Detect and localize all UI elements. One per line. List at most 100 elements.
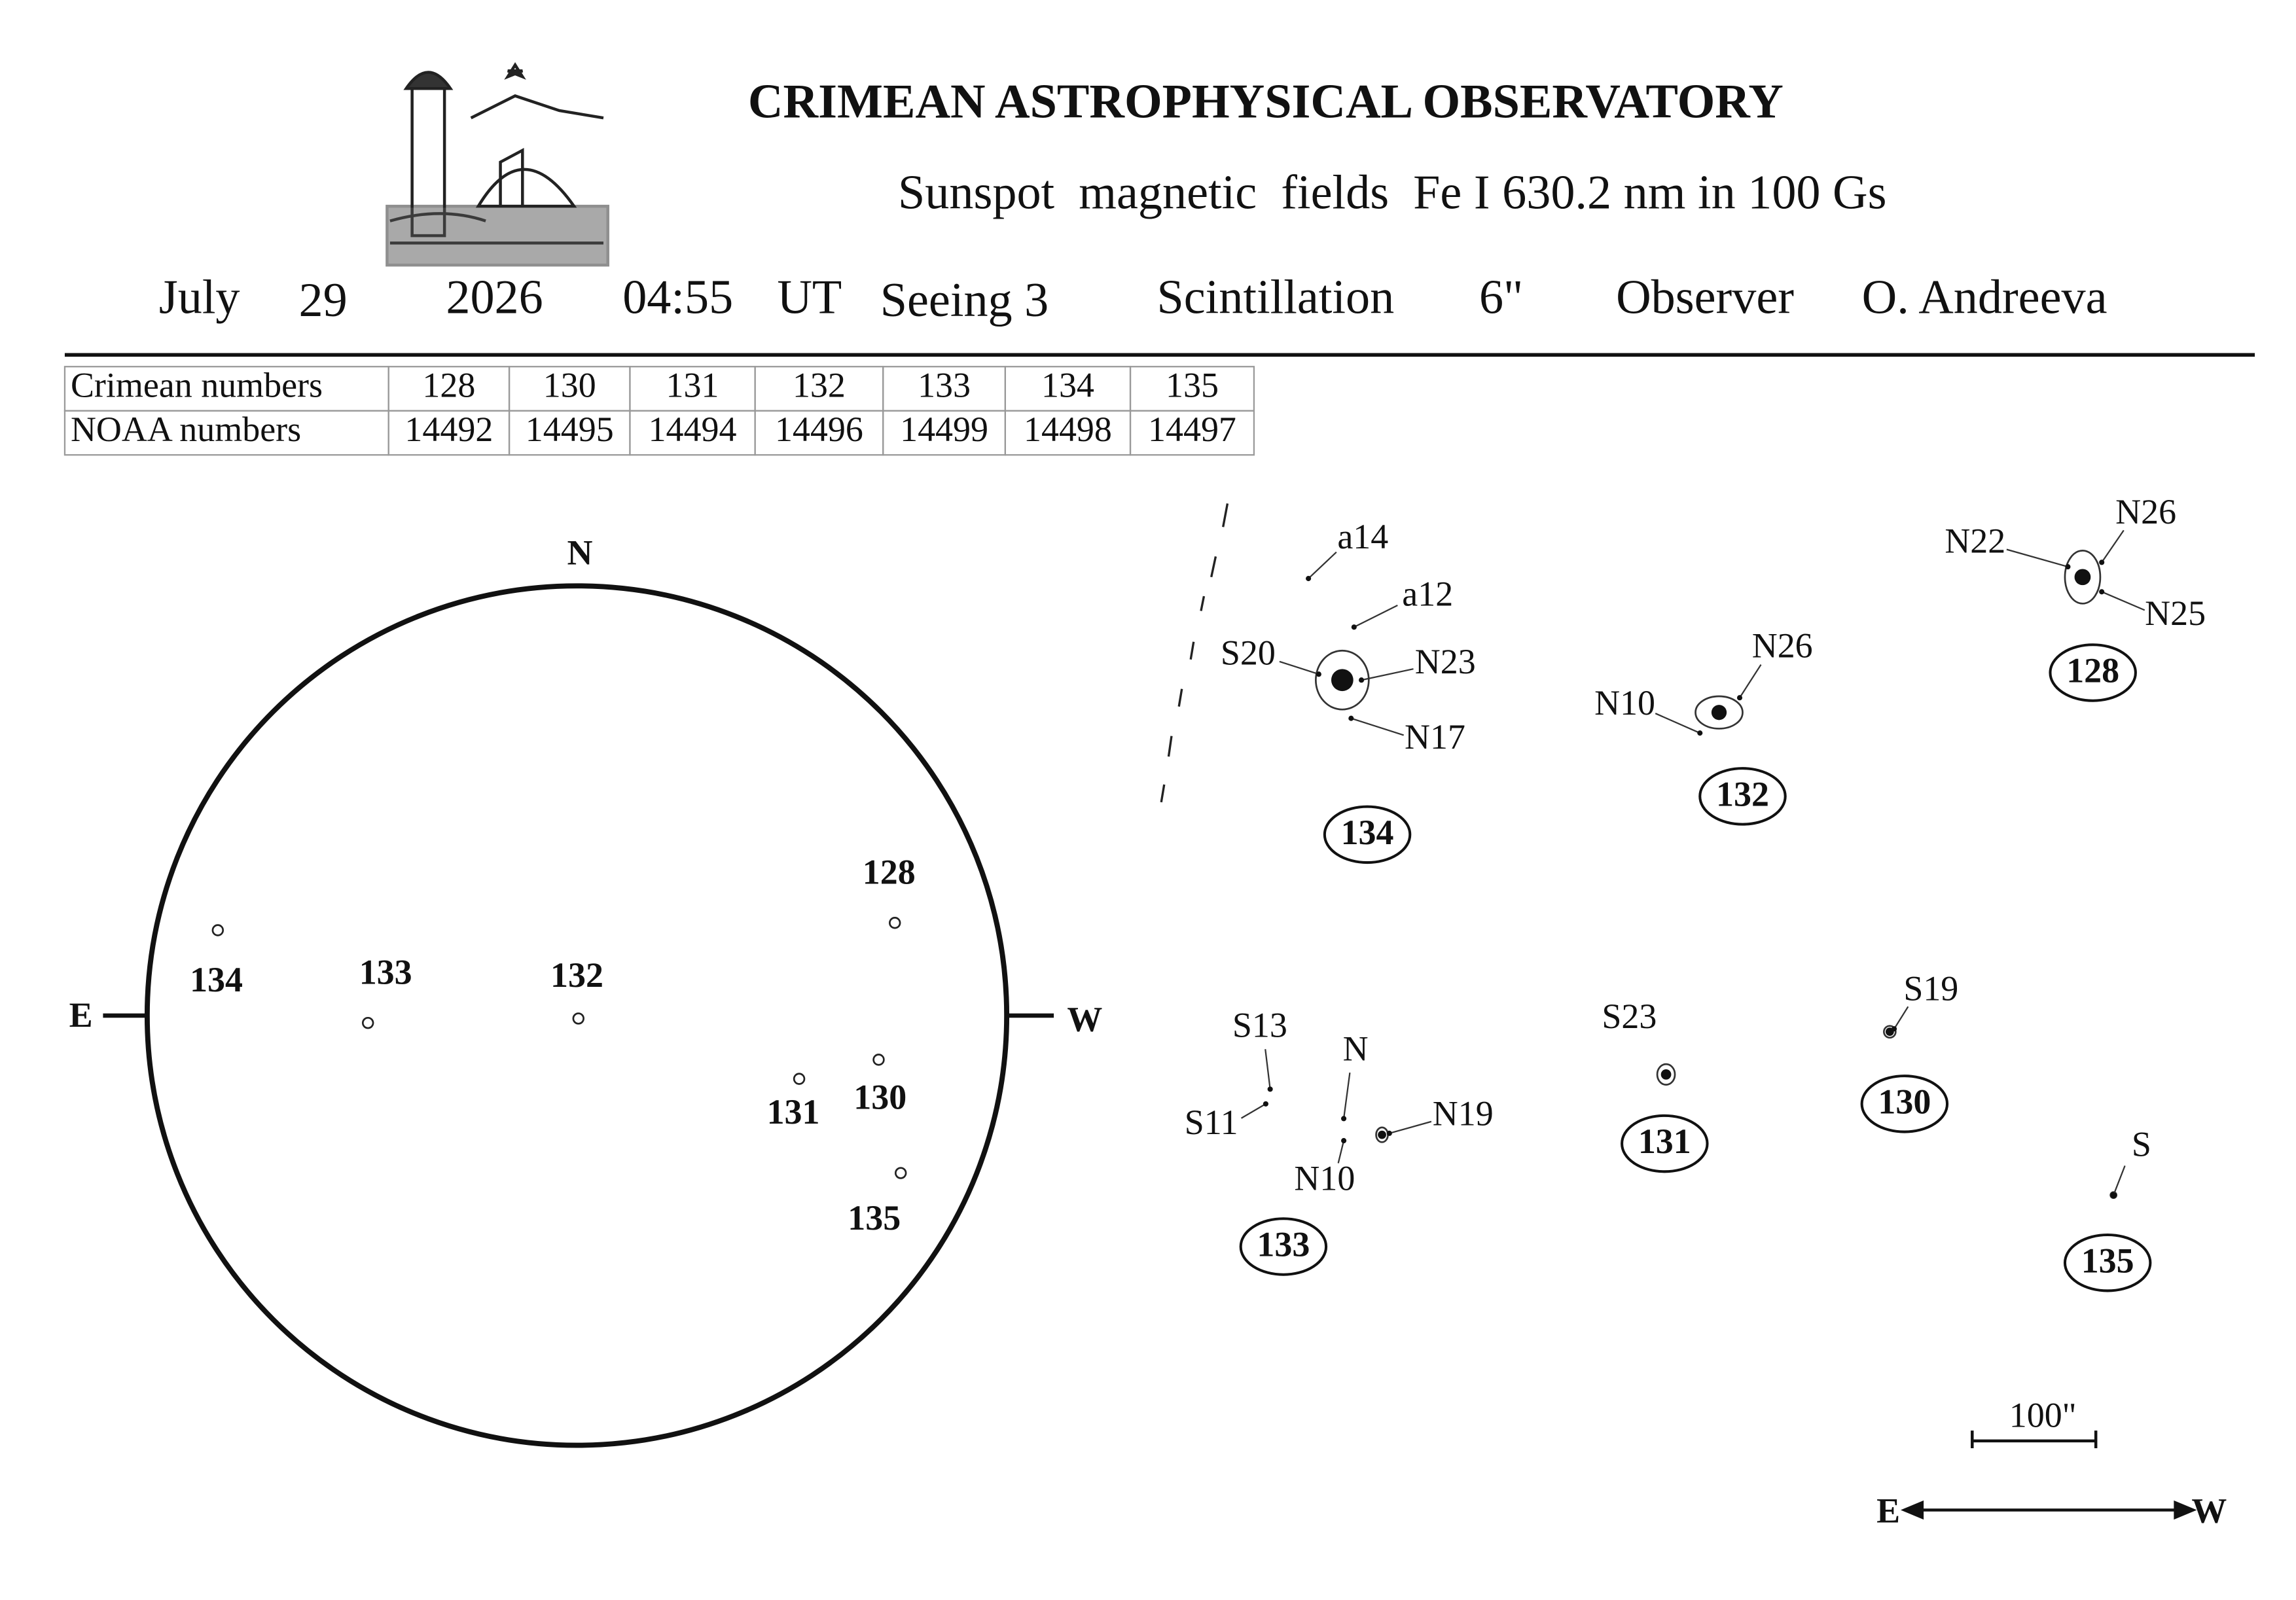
small-spot: [1341, 1138, 1347, 1144]
table-text: 135: [1166, 365, 1219, 404]
polarity-label: S23: [1602, 997, 1657, 1036]
table-text: 128: [422, 365, 475, 404]
disk-group-label: 128: [863, 853, 916, 892]
region-number-oval: [1323, 805, 1412, 864]
observer: Observer: [1616, 270, 1794, 324]
orientation-arrow: [1900, 1500, 2197, 1520]
label-leader: [1893, 1006, 1909, 1029]
polarity-label: N25: [2145, 594, 2206, 633]
sunspot-contour: [1656, 1063, 1676, 1086]
disk-group-label: 132: [550, 955, 603, 995]
small-spot: [1359, 677, 1365, 683]
small-spot: [1736, 695, 1743, 701]
subtitle: Sunspot magnetic fields Fe I 630.2 nm in…: [898, 166, 1886, 220]
region-number-oval: [2063, 1233, 2152, 1292]
region: 128 N22 N26 N25: [1945, 492, 2206, 702]
polarity-label: N10: [1594, 683, 1655, 722]
organization: CRIMEAN ASTROPHYSICAL OBSERVATORY: [748, 75, 1784, 128]
label-leader: [1337, 1140, 1345, 1164]
table-text: 14499: [900, 410, 988, 449]
sunspot-contour: [1695, 695, 1744, 730]
polarity-label: S19: [1903, 969, 1958, 1008]
small-spot: [1263, 1101, 1268, 1107]
small-spot: [1348, 715, 1354, 721]
sunspot-umbra: [2074, 569, 2091, 586]
disk-spot: [793, 1073, 806, 1085]
disk-spot: [572, 1012, 584, 1025]
region: 131 S23: [1602, 997, 1709, 1173]
disk-spot: [361, 1016, 374, 1029]
small-spot: [1316, 671, 1321, 677]
region-number-oval: [2049, 643, 2137, 702]
year: 2026: [446, 270, 543, 324]
sunspot-umbra: [1378, 1130, 1386, 1139]
logo: [386, 62, 609, 267]
region: 134 a14 a12 S20 N23 N17: [1221, 517, 1476, 864]
label-leader: [2101, 591, 2145, 611]
solar-disk: [103, 583, 1054, 1448]
region-number: 130: [1878, 1082, 1931, 1121]
table-cell: [1129, 410, 1255, 456]
table-text: 133: [918, 365, 971, 404]
polarity-label: a12: [1402, 575, 1453, 614]
region: 132 N26 N10: [1594, 626, 1813, 826]
scale-label: 100": [2009, 1395, 2077, 1434]
region: 135 S: [2063, 1125, 2152, 1292]
small-spot: [1306, 576, 1312, 582]
disk-west: W: [1067, 1000, 1102, 1039]
polarity-label: N26: [1752, 626, 1813, 665]
polarity-label: S13: [1232, 1006, 1287, 1045]
region-number: 132: [1716, 775, 1769, 814]
small-spot: [1697, 730, 1703, 736]
table-text: 134: [1041, 365, 1094, 404]
label-leader: [1350, 717, 1404, 736]
region-number-oval: [1698, 767, 1787, 826]
label-leader: [2006, 548, 2068, 568]
small-spot: [2099, 560, 2105, 565]
small-spot: [2099, 589, 2105, 595]
label-leader: [1279, 660, 1319, 675]
region-number: 131: [1638, 1122, 1691, 1161]
small-spot: [2111, 1192, 2117, 1198]
disk-group-label: 133: [359, 953, 412, 992]
orientation-west: W: [2191, 1491, 2227, 1531]
numbers-table: Crimean numbers 128 130 131 132 133 134 135 NOAA…: [63, 365, 1255, 456]
scintillation-value: 6": [1479, 270, 1523, 324]
disk-group-label: 130: [853, 1078, 906, 1117]
small-spot: [1267, 1086, 1273, 1092]
polarity-label: N26: [2115, 492, 2176, 531]
disk-group-label: 131: [767, 1092, 820, 1131]
sunspot-contour: [1883, 1025, 1897, 1039]
table-text: 132: [793, 365, 846, 404]
table-text: 131: [666, 365, 719, 404]
small-spot: [1351, 624, 1357, 630]
limb-dashes: [1160, 503, 1229, 803]
polarity-label: S20: [1221, 633, 1276, 673]
polarity-label: N22: [1945, 522, 2005, 561]
disk-group-label: 135: [848, 1198, 901, 1237]
small-spot: [1892, 1026, 1897, 1032]
region-number: 133: [1257, 1225, 1310, 1264]
label-leader: [2113, 1165, 2126, 1196]
seeing: Seeing 3: [880, 274, 1049, 327]
polarity-label: S11: [1185, 1103, 1238, 1142]
table-text: 14498: [1024, 410, 1112, 449]
table-text: 14496: [775, 410, 863, 449]
disk-groups: 134 133 132 128 131 130 135: [190, 853, 916, 1237]
table-text: 14495: [526, 410, 614, 449]
table-text: Crimean numbers: [71, 365, 323, 404]
disk-spot: [872, 1054, 885, 1066]
region-number-oval: [1860, 1075, 1949, 1133]
region: 130 S19: [1860, 969, 1958, 1133]
orientation-east: E: [1876, 1491, 1900, 1531]
polarity-label: S: [2132, 1125, 2151, 1164]
table-text: 130: [543, 365, 596, 404]
time-unit: UT: [777, 270, 842, 324]
sunspot-contour: [2064, 549, 2102, 605]
polarity-label: N19: [1433, 1093, 1494, 1133]
disk-spot: [889, 917, 901, 929]
scintillation: Scintillation: [1157, 270, 1394, 324]
